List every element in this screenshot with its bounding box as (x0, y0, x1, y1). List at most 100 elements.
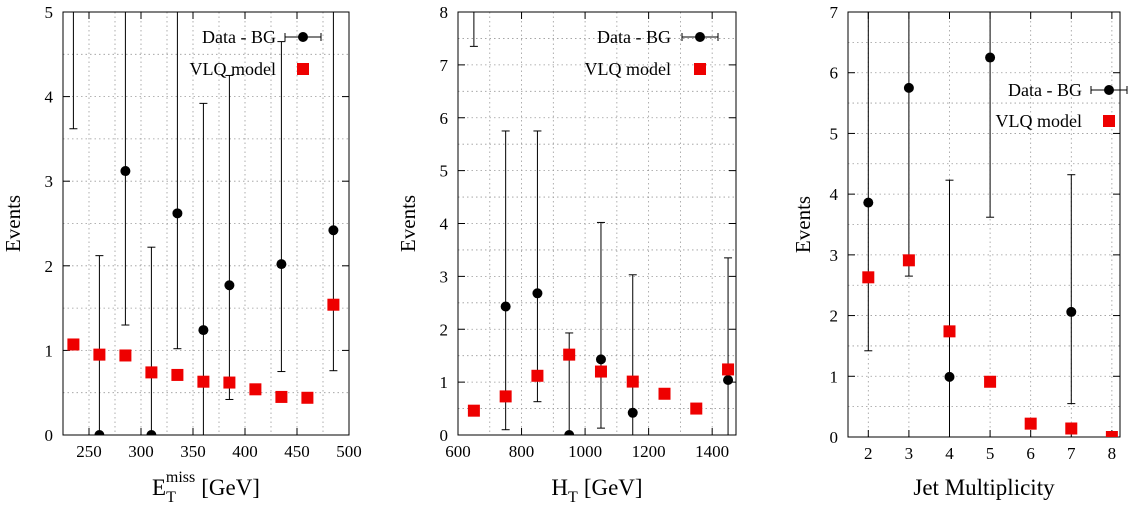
data-bg-marker (224, 280, 235, 291)
y-tick-label: 3 (440, 267, 449, 286)
vlq-model-marker (249, 383, 262, 396)
x-axis-label-main: Jet Multiplicity (913, 475, 1055, 500)
data-bg-marker (903, 82, 914, 93)
x-axis-label-main: E (152, 475, 166, 500)
vlq-model-marker (275, 390, 288, 403)
y-tick-label: 5 (440, 162, 449, 181)
x-tick-label: 800 (509, 442, 535, 461)
y-tick-label: 4 (440, 215, 449, 234)
vlq-model-marker (301, 391, 314, 404)
legend-label: Data - BG (597, 27, 671, 47)
data-bg-marker (328, 225, 339, 236)
legend-data-bg-marker (695, 32, 705, 42)
data-bg-marker (532, 288, 543, 299)
data-bg-marker (1066, 306, 1077, 317)
x-tick-label: 400 (232, 442, 258, 461)
x-axis-label-sub: T (166, 489, 176, 505)
y-tick-label: 0 (440, 426, 449, 445)
vlq-model-marker (197, 375, 210, 388)
vlq-model-marker (93, 348, 106, 361)
legend-label: VLQ model (996, 111, 1082, 131)
legend-vlq-marker (1103, 115, 1115, 127)
y-tick-label: 4 (45, 88, 54, 107)
plot-area (467, 12, 735, 435)
plot-area (67, 12, 340, 435)
vlq-model-marker (862, 271, 875, 284)
x-tick-label: 450 (284, 442, 310, 461)
x-tick-label: 600 (445, 442, 471, 461)
vlq-model-marker (67, 338, 80, 351)
legend-data-bg-marker (1104, 85, 1114, 95)
data-bg-marker (564, 430, 575, 435)
y-tick-label: 4 (830, 185, 839, 204)
chart-3: 2 3 4 5 6 7 8 0 1 2 3 4 5 6 7 Events Jet Multiplicity Dat… (791, 3, 1128, 500)
legend-vlq-marker (297, 63, 309, 75)
vlq-model-marker (902, 254, 915, 267)
y-tick-label: 6 (440, 109, 449, 128)
x-axis-label-sub: T (568, 489, 578, 505)
data-bg-marker (985, 52, 996, 63)
y-tick-label: 7 (830, 3, 839, 22)
vlq-model-marker (943, 325, 956, 338)
x-tick-label: 6 (1026, 444, 1035, 463)
y-tick-label: 5 (830, 124, 839, 143)
y-tick-label: 7 (440, 56, 449, 75)
vlq-model-marker (984, 375, 997, 388)
vlq-model-marker (223, 376, 236, 389)
data-bg-marker (146, 430, 157, 435)
vlq-model-marker (594, 365, 607, 378)
data-bg-marker (627, 407, 638, 418)
legend-label: VLQ model (190, 59, 276, 79)
vlq-model-marker (327, 298, 340, 311)
x-tick-label: 250 (76, 442, 102, 461)
plot-frame (847, 11, 1121, 438)
data-bg-marker (944, 371, 955, 382)
x-axis-label: ETmiss [GeV] (152, 469, 260, 505)
plot-area (862, 12, 1118, 437)
data-bg-marker (276, 259, 287, 270)
data-bg-marker (595, 354, 606, 365)
y-tick-label: 6 (830, 64, 839, 83)
x-tick-label: 500 (336, 442, 362, 461)
legend-label: VLQ model (585, 59, 671, 79)
y-tick-label: 3 (830, 246, 839, 265)
x-tick-label: 2 (864, 444, 873, 463)
legend-vlq-marker (694, 63, 706, 75)
y-tick-label: 2 (45, 257, 54, 276)
y-axis-label: Events (791, 196, 815, 253)
x-tick-label: 3 (905, 444, 914, 463)
vlq-model-marker (531, 369, 544, 382)
vlq-model-marker (1105, 431, 1118, 437)
vlq-model-marker (171, 368, 184, 381)
y-tick-label: 5 (45, 3, 54, 22)
data-bg-marker (723, 375, 734, 386)
vlq-model-marker (1024, 417, 1037, 430)
x-tick-label: 300 (128, 442, 154, 461)
data-bg-marker (172, 208, 183, 219)
y-tick-label: 1 (440, 373, 449, 392)
vlq-model-marker (499, 390, 512, 403)
vlq-model-marker (563, 348, 576, 361)
data-bg-marker (198, 325, 209, 336)
y-tick-label: 2 (440, 320, 449, 339)
chart-1: 250 300 350 400 450 500 0 1 2 3 4 5 Events ETmiss [GeV… (1, 3, 362, 505)
x-tick-label: 8 (1108, 444, 1117, 463)
vlq-model-marker (145, 366, 158, 379)
y-tick-label: 0 (830, 428, 839, 447)
y-axis-label: Events (396, 195, 420, 252)
data-bg-marker (120, 166, 131, 177)
y-tick-label: 1 (45, 341, 54, 360)
vlq-model-marker (1065, 422, 1078, 435)
data-bg-marker (500, 301, 511, 312)
legend-label: Data - BG (202, 27, 276, 47)
x-axis-label: Jet Multiplicity (913, 475, 1055, 500)
data-bg-marker (94, 430, 105, 435)
vlq-model-marker (690, 402, 703, 415)
data-bg-marker (863, 197, 874, 208)
vlq-model-marker (658, 387, 671, 400)
x-axis-label: HT [GeV] (551, 475, 642, 505)
y-tick-label: 3 (45, 172, 54, 191)
x-axis-label-sup: miss (166, 469, 195, 486)
x-axis-label-main: H (551, 475, 568, 500)
